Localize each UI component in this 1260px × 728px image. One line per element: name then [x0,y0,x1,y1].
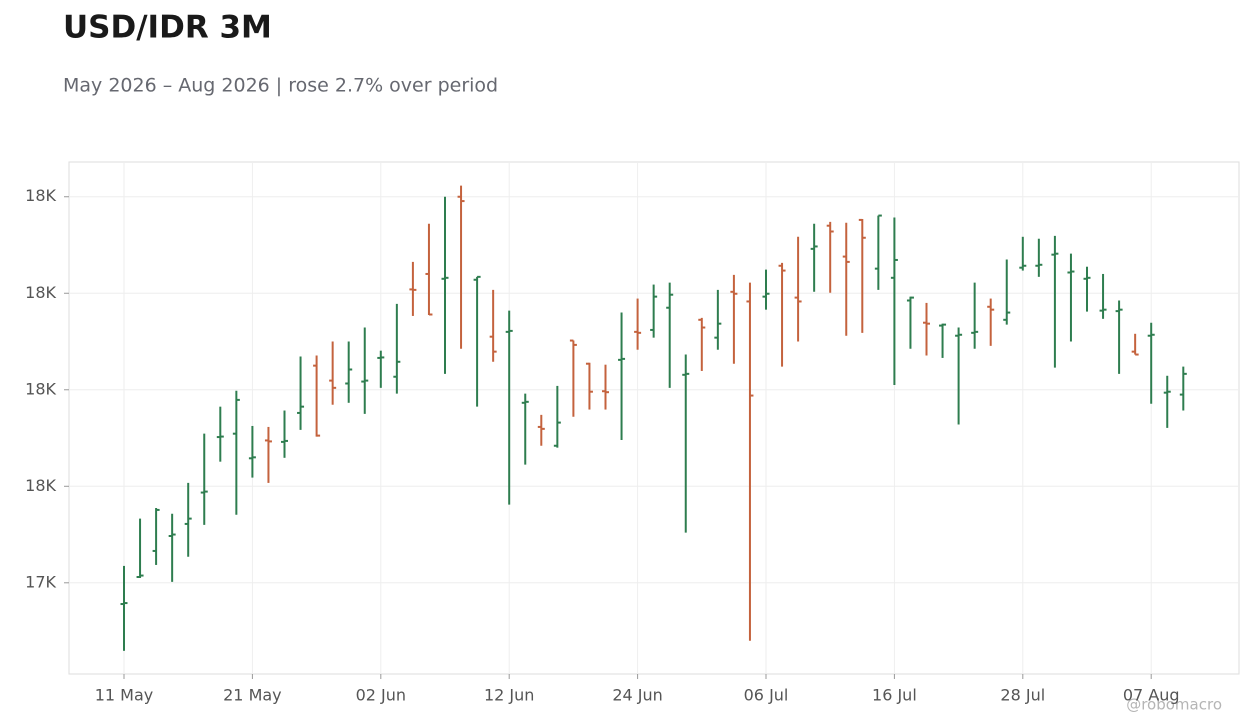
x-tick-label: 02 Jun [356,686,406,705]
x-tick-label: 24 Jun [612,686,662,705]
chart-subtitle: May 2026 – Aug 2026 | rose 2.7% over per… [63,75,498,97]
y-tick-label: 17K [25,572,56,591]
chart-title: USD/IDR 3M [63,10,272,46]
x-tick-label: 28 Jul [1000,686,1045,705]
plot-frame [68,161,1240,675]
x-tick-label: 21 May [223,686,282,705]
y-tick-label: 18K [25,186,56,205]
y-tick-label: 18K [25,283,56,302]
x-tick-label: 12 Jun [484,686,534,705]
x-tick-label: 06 Jul [744,686,789,705]
x-tick-label: 07 Aug [1123,686,1180,705]
y-tick-label: 18K [25,476,56,495]
x-tick-label: 16 Jul [872,686,917,705]
x-tick-label: 11 May [95,686,154,705]
watermark: @robomacro [1126,696,1222,714]
y-tick-label: 18K [25,379,56,398]
